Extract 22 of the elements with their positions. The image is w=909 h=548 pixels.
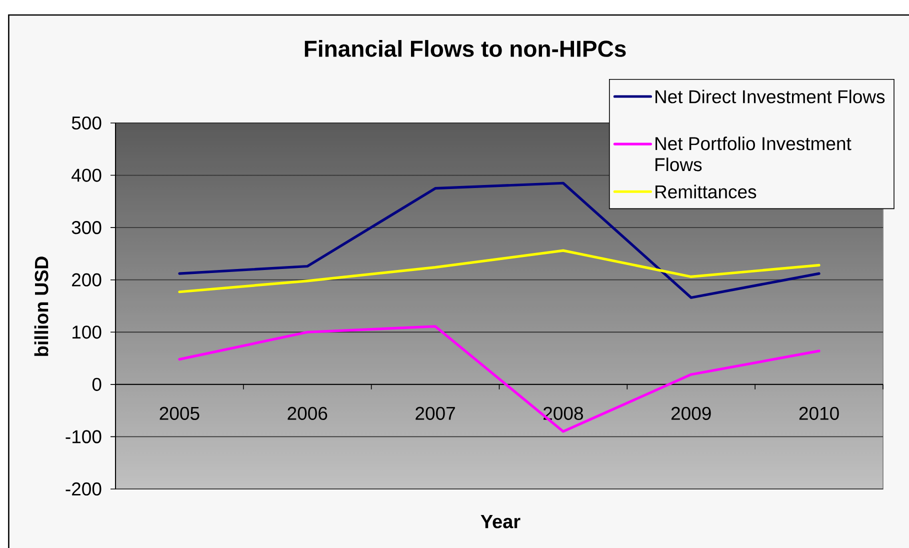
y-tick-label: 500 [72,116,102,130]
y-tick-label: 300 [72,221,102,234]
y-tick-label: 400 [72,168,102,182]
y-axis-title: billion USD [34,256,48,356]
y-tick-label: 100 [72,326,102,339]
x-tick-label: 2006 [288,406,328,420]
line-series [178,249,820,294]
legend-label: Remittances [656,184,756,198]
chart-title: Financial Flows to non-HIPCs [304,40,626,57]
legend-label: Net Direct Investment Flows [656,90,885,104]
y-tick-label: -200 [66,482,102,496]
x-tick-label: 2005 [160,406,200,420]
y-tick-label: -100 [66,430,102,444]
x-tick-label: 2009 [671,406,711,420]
legend-label: Net Portfolio Investment Flows [656,136,852,172]
line-series [178,182,820,299]
x-axis-title: Year [480,515,520,528]
y-tick-label: 200 [72,273,102,286]
x-tick-label: 2010 [799,406,839,420]
x-tick-label: 2008 [544,406,583,420]
y-tick-label: 0 [92,378,102,391]
x-tick-label: 2007 [416,406,455,420]
